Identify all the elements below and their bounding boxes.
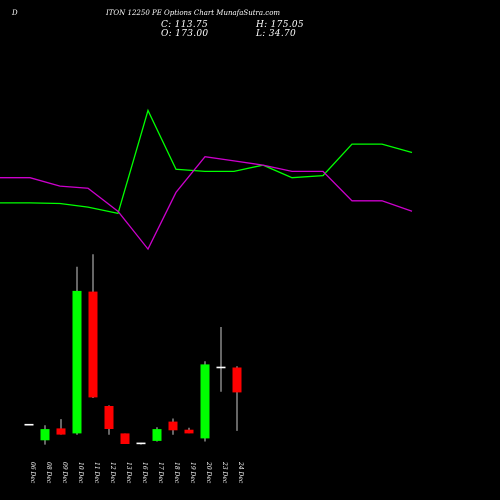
- indicator-line-magenta: [0, 156, 413, 251]
- x-tick-label: 13 Dec: [125, 462, 132, 484]
- x-tick-label: 11 Dec: [93, 462, 100, 484]
- x-tick-label: 09 Dec: [61, 462, 68, 484]
- indicator-panel: [0, 108, 413, 251]
- candle-body: [152, 429, 162, 441]
- x-tick-label: 19 Dec: [189, 462, 196, 484]
- indicator-line-green: [0, 108, 413, 215]
- candle: [24, 423, 34, 426]
- x-tick-label: 08 Dec: [45, 462, 52, 484]
- candle: [168, 418, 178, 435]
- candle-body: [88, 291, 98, 398]
- candle: [120, 433, 130, 444]
- chart-title: ITON 12250 PE Options Chart MunafaSutra.…: [106, 9, 281, 17]
- candle: [232, 366, 242, 431]
- high-value: H: 175.05: [256, 20, 304, 30]
- candle: [184, 427, 194, 434]
- candle-body: [216, 366, 226, 369]
- candle: [104, 405, 114, 435]
- low-value: L: 34.70: [256, 29, 297, 39]
- candle: [200, 361, 210, 442]
- x-tick-label: 16 Dec: [141, 462, 148, 484]
- candle: [216, 327, 226, 392]
- x-tick-label: 17 Dec: [157, 462, 164, 484]
- x-tick-label: 06 Dec: [29, 462, 36, 484]
- x-tick-label: 24 Dec: [237, 461, 244, 484]
- candle-body: [104, 406, 114, 429]
- x-axis-labels: 06 Dec 08 Dec 09 Dec 10 Dec 11 Dec 12 Dec 13 D…: [29, 461, 244, 484]
- x-tick-label: 12 Dec: [109, 462, 116, 484]
- candle-body: [56, 428, 66, 435]
- x-tick-label: 20 Dec: [205, 461, 212, 484]
- candle-body: [136, 442, 146, 445]
- header-prefix: D: [12, 9, 18, 17]
- candle: [72, 266, 82, 435]
- candle-body: [168, 421, 178, 431]
- x-tick-label: 23 Dec: [221, 461, 228, 484]
- candle-body: [184, 429, 194, 434]
- candle: [40, 425, 50, 445]
- candle: [88, 254, 98, 398]
- candle: [152, 427, 162, 442]
- candlestick-panel: [24, 254, 242, 445]
- candle: [56, 419, 66, 435]
- close-value: C: 113.75: [161, 20, 208, 30]
- open-value: O: 173.00: [161, 29, 209, 39]
- candle-body: [24, 423, 34, 426]
- x-tick-label: 18 Dec: [173, 462, 180, 484]
- candle-body: [40, 429, 50, 441]
- candle-body: [72, 290, 82, 434]
- candle: [136, 442, 146, 445]
- candle-body: [232, 367, 242, 393]
- candle-body: [120, 433, 130, 444]
- x-tick-label: 10 Dec: [77, 462, 84, 484]
- candle-body: [200, 364, 210, 439]
